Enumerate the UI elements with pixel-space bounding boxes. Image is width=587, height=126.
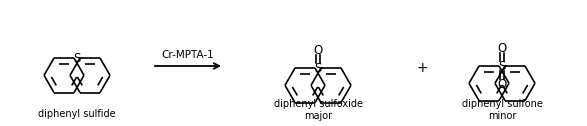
Text: +: + [416, 61, 428, 75]
Text: diphenyl sulfoxide
major: diphenyl sulfoxide major [274, 99, 363, 121]
Text: diphenyl sulfone
minor: diphenyl sulfone minor [461, 99, 542, 121]
Text: S: S [314, 61, 322, 74]
Text: O: O [313, 43, 323, 56]
Text: diphenyl sulfide: diphenyl sulfide [38, 109, 116, 119]
Text: Cr-MPTA-1: Cr-MPTA-1 [161, 50, 214, 60]
Text: O: O [497, 77, 507, 90]
Text: S: S [73, 52, 80, 65]
Text: O: O [497, 41, 507, 55]
Text: S: S [498, 59, 505, 72]
